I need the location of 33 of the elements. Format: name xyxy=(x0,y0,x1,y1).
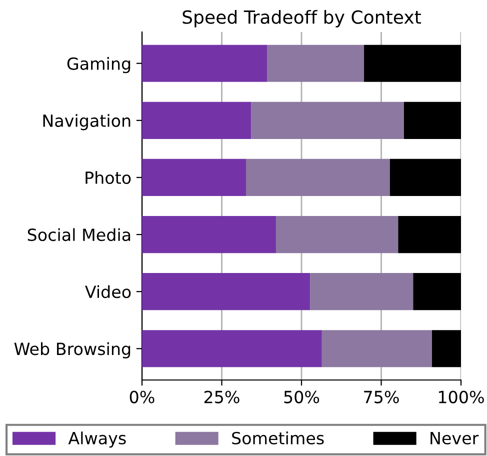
bar xyxy=(390,158,461,196)
bar xyxy=(246,158,390,196)
x-tick-label: 75% xyxy=(364,390,399,404)
bar xyxy=(276,216,398,254)
bar xyxy=(142,216,276,254)
legend-label: Always xyxy=(68,432,126,448)
bar xyxy=(404,102,461,139)
bar xyxy=(364,44,461,82)
bar xyxy=(142,273,310,310)
y-tick-label: Video xyxy=(85,285,131,298)
bar xyxy=(322,330,432,368)
bar xyxy=(142,44,268,82)
y-tick-label: Social Media xyxy=(28,228,130,242)
bar xyxy=(142,330,322,368)
x-tick-label: 0% xyxy=(130,390,154,404)
x-tick-label: 25% xyxy=(204,390,240,404)
legend-label: Sometimes xyxy=(232,432,324,444)
y-tick-label: Photo xyxy=(86,171,131,184)
bar xyxy=(251,102,404,139)
bar xyxy=(432,330,461,368)
bar xyxy=(142,102,252,139)
bar xyxy=(142,158,246,196)
legend-label: Never xyxy=(430,432,479,444)
bar xyxy=(267,44,364,82)
x-tick-label: 50% xyxy=(284,390,320,404)
y-tick-label: Gaming xyxy=(67,57,130,74)
bar xyxy=(398,216,461,254)
bar xyxy=(413,273,461,310)
y-tick-label: Navigation xyxy=(43,114,130,130)
y-tick-label: Web Browsing xyxy=(14,342,130,358)
chart-title: Speed Tradeoff by Context xyxy=(182,10,421,28)
bar xyxy=(310,273,414,310)
x-tick-label: 100% xyxy=(439,390,484,404)
